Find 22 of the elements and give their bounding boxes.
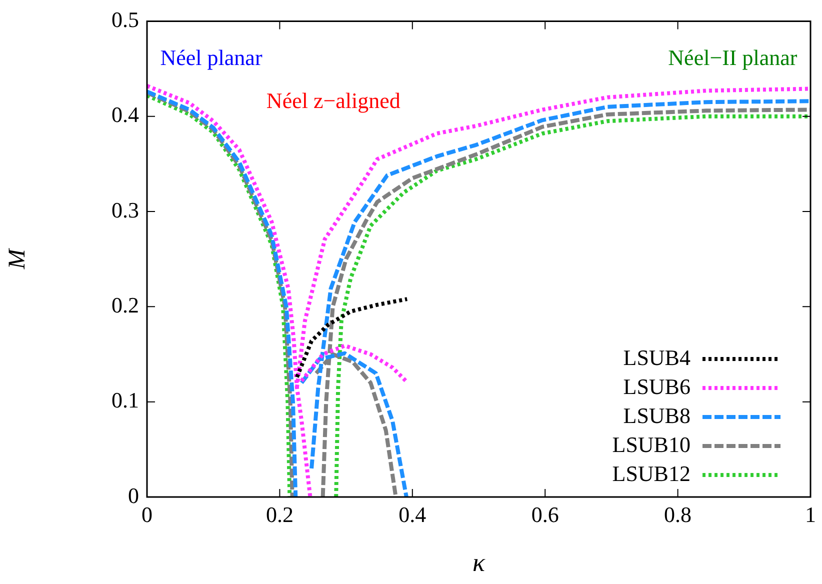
- x-tick-label: 0.2: [266, 502, 294, 527]
- x-tick-label: 0.8: [664, 502, 692, 527]
- y-tick-label: 0.5: [112, 6, 139, 32]
- y-tick-label: 0.1: [112, 388, 139, 413]
- annotation: Néel−II planar: [668, 45, 798, 70]
- x-tick-label: 0.4: [398, 502, 426, 527]
- line-series: [294, 297, 410, 380]
- legend-label: LSUB8: [623, 402, 690, 428]
- y-tick-label: 0.4: [112, 102, 139, 128]
- legend-label: LSUB10: [612, 432, 690, 457]
- legend-label: LSUB12: [612, 460, 690, 486]
- x-axis-title: κ: [472, 548, 486, 578]
- legend-label: LSUB6: [623, 374, 690, 399]
- x-tick-label: 0.6: [531, 502, 559, 527]
- y-tick-label: 0.3: [112, 197, 139, 222]
- y-tick-label: 0: [128, 482, 139, 508]
- y-axis-title: M: [4, 247, 31, 270]
- legend-label: LSUB4: [623, 344, 690, 370]
- x-tick-label: 1: [805, 502, 816, 527]
- annotation: Néel planar: [160, 45, 263, 70]
- y-tick-label: 0.2: [112, 292, 139, 318]
- annotation: Néel z−aligned: [266, 88, 400, 113]
